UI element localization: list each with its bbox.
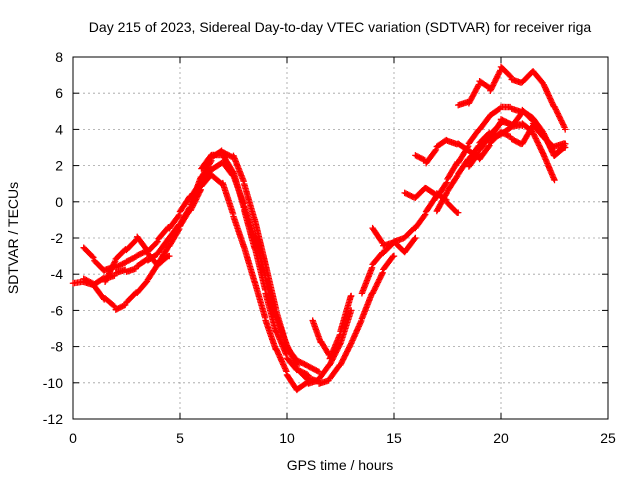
data-point (495, 132, 502, 139)
data-point (153, 239, 160, 246)
data-point (378, 238, 385, 245)
data-point (562, 126, 569, 133)
data-point (89, 253, 96, 260)
series-track-n (487, 122, 569, 151)
x-tick-label: 15 (386, 430, 402, 446)
x-tick-label: 5 (176, 430, 184, 446)
x-tick-label: 0 (69, 430, 77, 446)
y-tick-label: 2 (55, 158, 63, 174)
data-point (88, 279, 95, 287)
data-point (421, 212, 428, 219)
y-tick-label: -12 (43, 411, 63, 427)
data-point (422, 211, 429, 218)
x-tick-label: 25 (600, 430, 616, 446)
series-track-k (369, 224, 419, 256)
data-point (111, 259, 118, 266)
data-point (412, 234, 419, 242)
axes: 0 5 10 15 20 25 -12 -10 -8 -6 -4 -2 0 2 4 6 8 (43, 49, 616, 446)
series-track-i (455, 63, 569, 133)
x-tick-label: 10 (279, 430, 295, 446)
data-point (154, 238, 161, 245)
data-point (420, 156, 427, 163)
data-point (176, 225, 183, 233)
data-point (432, 146, 440, 154)
data-point (390, 252, 398, 260)
data-point (378, 270, 386, 278)
data-point (442, 180, 450, 187)
data-point (143, 246, 151, 254)
y-tick-label: 6 (55, 85, 63, 101)
data-point (496, 120, 503, 128)
series-track-l (401, 184, 462, 216)
series-track-d (198, 151, 312, 379)
data-point (506, 72, 513, 79)
data-point (517, 111, 524, 118)
data-point (560, 122, 568, 130)
data-point (441, 195, 449, 203)
data-point (110, 302, 117, 309)
data-point (348, 292, 355, 300)
data-point (305, 372, 312, 379)
data-point (496, 68, 503, 75)
data-point (539, 149, 546, 156)
data-point (411, 235, 418, 243)
data-point (431, 147, 439, 155)
data-point (131, 237, 139, 245)
data-point (120, 302, 128, 309)
data-point (519, 122, 526, 129)
data-point (196, 180, 203, 187)
data-point (443, 179, 450, 186)
data-point (474, 151, 482, 158)
plot-area (69, 63, 569, 394)
data-point (455, 209, 462, 216)
y-tick-label: -10 (43, 375, 63, 391)
data-point (315, 368, 323, 376)
y-tick-label: -4 (51, 266, 64, 282)
chart-title: Day 215 of 2023, Sidereal Day-to-day VTE… (89, 19, 592, 35)
data-point (90, 254, 97, 261)
data-point (551, 176, 558, 184)
y-tick-label: 0 (55, 194, 63, 210)
data-point (175, 213, 182, 220)
y-tick-label: 8 (55, 49, 63, 65)
data-point (507, 73, 514, 80)
data-point (314, 368, 321, 375)
data-point (485, 143, 492, 151)
data-point (443, 196, 450, 204)
data-point (175, 211, 183, 219)
data-point (474, 82, 482, 90)
data-point (562, 140, 569, 148)
data-point (303, 371, 311, 378)
data-point (175, 227, 182, 234)
x-tick-label: 20 (493, 430, 509, 446)
data-point (379, 269, 386, 277)
y-tick-label: -6 (51, 302, 64, 318)
y-tick-label: -8 (51, 339, 64, 355)
series-track-e (101, 233, 173, 286)
data-point (142, 245, 150, 253)
data-point (166, 252, 173, 260)
y-tick-label: -2 (51, 230, 64, 246)
data-point (442, 190, 450, 198)
x-axis-label: GPS time / hours (287, 457, 394, 473)
series-track-f (309, 292, 355, 362)
y-tick-label: 4 (55, 121, 63, 137)
grid-lines (73, 57, 608, 419)
data-point (475, 149, 482, 157)
y-axis-label: SDTVAR / TECUs (5, 182, 21, 294)
